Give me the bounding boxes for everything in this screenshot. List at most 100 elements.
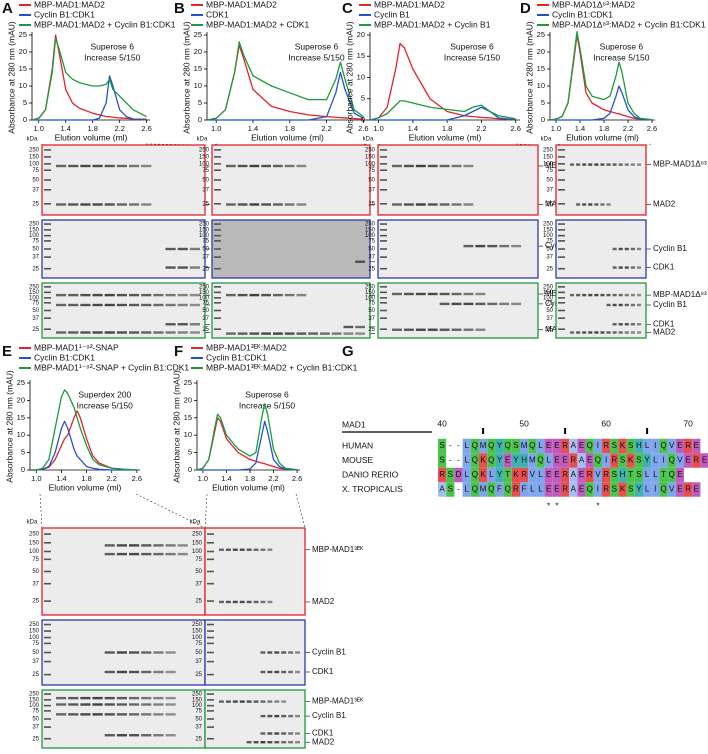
residue: R — [439, 470, 445, 479]
residue-cell — [470, 438, 479, 454]
protein-band — [288, 714, 294, 718]
column-annotation: Increase 5/150 — [84, 52, 141, 62]
trace — [207, 71, 364, 121]
y-tick-label: 25 — [537, 30, 545, 39]
ladder-label: 75 — [202, 238, 209, 244]
ladder-band — [44, 710, 51, 712]
ladder-label: 100 — [365, 233, 376, 239]
protein-band — [624, 323, 629, 326]
protein-band — [267, 651, 273, 654]
ladder-label: 25 — [202, 201, 209, 207]
protein-band — [246, 741, 252, 744]
residue-cell — [659, 482, 668, 497]
protein-band — [439, 164, 450, 168]
trace — [196, 403, 298, 471]
residue-cell — [643, 482, 652, 497]
ladder-band — [44, 179, 51, 181]
x-tick-label: 1.0 — [198, 474, 208, 483]
legend-label: MBP-MAD1:MAD2 + Cyclin B1 — [374, 19, 491, 29]
residue: A — [439, 485, 445, 494]
trace — [369, 100, 516, 121]
residue: E — [579, 485, 584, 494]
protein-band — [141, 544, 152, 547]
residue: V — [530, 470, 536, 479]
residue: R — [562, 441, 568, 450]
protein-band — [284, 293, 295, 297]
residue: E — [694, 441, 699, 450]
column-annotation: Superdex 200 — [78, 389, 131, 399]
protein-band — [68, 164, 79, 168]
x-tick-label: 2.6 — [292, 474, 302, 483]
legend-label: MBP-MAD1Δ⁸³:MAD2 — [552, 0, 635, 9]
residue-cell — [626, 453, 635, 468]
protein-band — [232, 700, 238, 703]
ladder-band — [44, 189, 51, 191]
protein-band — [165, 331, 176, 334]
panel-label: C — [342, 0, 353, 17]
residue: V — [669, 441, 675, 450]
gel-frame — [377, 282, 539, 339]
protein-band — [588, 163, 593, 166]
x-tick-label: 1.0 — [211, 124, 221, 133]
gel-unit: kDa — [27, 520, 38, 526]
residue: R — [603, 485, 609, 494]
protein-band — [68, 203, 79, 206]
ladder-band — [44, 149, 51, 151]
gel-frame — [204, 527, 306, 616]
ladder-band — [558, 291, 565, 294]
residue-cell — [602, 467, 611, 483]
residue: D — [456, 470, 462, 479]
ladder-label: 100 — [192, 549, 203, 555]
residue-cell — [438, 453, 447, 468]
protein-band — [153, 696, 164, 700]
ladder-label: 150 — [365, 227, 376, 233]
protein-band — [92, 164, 103, 168]
gel-image — [205, 528, 305, 615]
protein-band — [153, 703, 164, 706]
protein-band — [415, 203, 426, 206]
protein-band — [511, 302, 522, 306]
residue-cell — [659, 453, 668, 468]
ladder-band — [44, 267, 51, 270]
residue-cell — [610, 467, 619, 483]
protein-band — [260, 600, 266, 604]
ladder-band — [207, 642, 214, 645]
ladder-band — [214, 328, 221, 330]
protein-band — [129, 713, 140, 716]
y-tick-label: 15 — [184, 413, 192, 422]
residue-cell — [511, 453, 520, 468]
protein-band — [246, 600, 252, 604]
protein-band — [415, 328, 426, 331]
protein-band — [267, 741, 273, 744]
ladder-label: 25 — [32, 736, 39, 742]
residue-cell — [610, 438, 619, 454]
residue: R — [587, 470, 593, 479]
x-axis-label: Elution volume (ml) — [55, 132, 128, 142]
ladder-band — [44, 558, 51, 561]
residue-cell — [602, 438, 611, 454]
residue: S — [439, 441, 444, 450]
residue-cell — [552, 467, 561, 483]
ladder-band — [558, 169, 565, 171]
ladder-band — [558, 297, 565, 299]
ladder-band — [380, 302, 387, 304]
protein-band — [104, 164, 115, 168]
protein-band — [284, 203, 295, 206]
ladder-band — [558, 156, 565, 158]
ladder-label: 150 — [192, 629, 203, 635]
protein-band — [116, 651, 127, 654]
residue: Q — [488, 456, 494, 465]
ladder-band — [214, 156, 221, 158]
ladder-band — [558, 234, 565, 237]
protein-band — [273, 203, 283, 206]
residue: E — [546, 470, 551, 479]
band-label: MBP-MAD1³ᴱᴷ — [312, 697, 364, 706]
protein-band — [104, 734, 115, 737]
ladder-label: 50 — [195, 569, 202, 575]
gel-frame — [204, 619, 306, 686]
ladder-band — [44, 541, 51, 544]
ladder-band — [44, 660, 51, 663]
ladder-band — [44, 286, 51, 288]
protein-band — [273, 293, 283, 297]
ladder-band — [380, 267, 387, 270]
